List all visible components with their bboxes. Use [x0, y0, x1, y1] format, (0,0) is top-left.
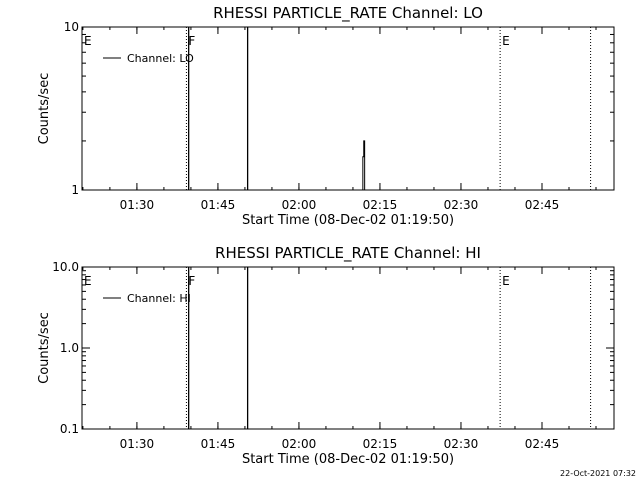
event-marker-label: E	[84, 274, 92, 288]
x-tick-label: 01:45	[201, 437, 236, 451]
x-tick-label: 02:30	[444, 437, 479, 451]
series-line	[361, 140, 366, 191]
panel-hi: RHESSI PARTICLE_RATE Channel: HI 01:30 01:…	[37, 244, 615, 467]
x-tick-label: 02:30	[444, 198, 479, 212]
event-marker-label: E	[502, 34, 510, 48]
legend-label: Channel: HI	[127, 292, 191, 305]
x-axis-label: Start Time (08-Dec-02 01:19:50)	[242, 452, 454, 467]
x-tick-label: 01:30	[120, 198, 155, 212]
x-tick-label: 01:45	[201, 198, 236, 212]
x-tick-label: 02:00	[282, 198, 317, 212]
chart-title: RHESSI PARTICLE_RATE Channel: LO	[213, 4, 483, 23]
y-tick-label: 1	[71, 183, 79, 197]
legend-label: Channel: LO	[127, 52, 194, 65]
event-marker-label: E	[84, 34, 92, 48]
y-axis-label: Counts/sec	[37, 73, 52, 145]
footer-timestamp: 22-Oct-2021 07:32	[560, 469, 636, 478]
panel-lo: RHESSI PARTICLE_RATE Channel: LO 01:30 01:…	[37, 4, 615, 228]
y-tick-label: 10	[64, 20, 79, 34]
x-tick-label: 02:45	[525, 198, 560, 212]
event-marker-label: F	[188, 34, 195, 48]
x-tick-label: 02:15	[363, 198, 398, 212]
chart-title: RHESSI PARTICLE_RATE Channel: HI	[215, 244, 481, 263]
x-tick-label: 02:00	[282, 437, 317, 451]
y-axis-label: Counts/sec	[37, 312, 52, 384]
x-axis-label: Start Time (08-Dec-02 01:19:50)	[242, 213, 454, 228]
y-tick-label: 0.1	[60, 422, 79, 436]
x-tick-label: 02:15	[363, 437, 398, 451]
y-tick-label: 10.0	[52, 260, 79, 274]
y-tick-label: 1.0	[60, 341, 79, 355]
event-marker-label: E	[502, 274, 510, 288]
x-tick-label: 01:30	[120, 437, 155, 451]
event-marker-label: F	[188, 274, 195, 288]
plot-frame	[81, 26, 615, 191]
x-tick-label: 02:45	[525, 437, 560, 451]
